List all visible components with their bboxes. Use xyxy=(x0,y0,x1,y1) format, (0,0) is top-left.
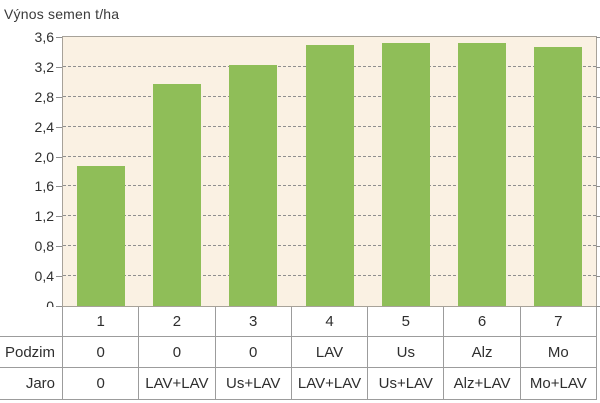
y-axis-label: 2,8 xyxy=(34,88,54,105)
right-axis-tick xyxy=(596,246,600,248)
table-cell: 0 xyxy=(63,368,140,400)
table-cell: 0 xyxy=(63,337,140,368)
table-cell: LAV+LAV xyxy=(139,368,216,400)
chart-title: Výnos semen t/ha xyxy=(4,6,120,22)
y-axis-label: 0,8 xyxy=(34,238,54,255)
y-axis-tick xyxy=(56,276,62,278)
table-cell: Us+LAV xyxy=(215,368,292,400)
table-cell: Us+LAV xyxy=(368,368,445,400)
table-cell: Us xyxy=(368,337,445,368)
table-corner-cell xyxy=(0,307,63,337)
table-col-header: 3 xyxy=(215,307,292,337)
table-row-label: Podzim xyxy=(0,337,63,368)
y-axis-tick xyxy=(56,96,62,98)
table-col-header: 6 xyxy=(444,307,521,337)
y-axis-label: 2,4 xyxy=(34,118,54,135)
y-axis-tick xyxy=(56,37,62,38)
right-axis-tick xyxy=(596,216,600,218)
y-axis-label: 0,4 xyxy=(34,268,54,285)
right-axis-tick xyxy=(596,186,600,188)
right-axis-tick xyxy=(596,156,600,158)
right-axis-tick xyxy=(596,66,600,68)
y-axis-tick xyxy=(56,246,62,248)
y-axis-label: 0 xyxy=(46,298,54,314)
right-axis-tick xyxy=(596,276,600,278)
table-cell: Mo+LAV xyxy=(520,368,597,400)
bar-1 xyxy=(77,166,126,306)
table-cell: Mo xyxy=(520,337,597,368)
y-axis-label: 3,2 xyxy=(34,58,54,75)
table-col-header: 1 xyxy=(63,307,140,337)
table-cell: LAV+LAV xyxy=(291,368,369,400)
table-col-header: 7 xyxy=(520,307,597,337)
table-cell: 0 xyxy=(215,337,292,368)
y-axis-tick xyxy=(56,186,62,188)
bar-7 xyxy=(533,47,582,306)
right-axis-tick xyxy=(596,37,600,38)
table-cell: LAV xyxy=(291,337,369,368)
right-axis-tick xyxy=(596,306,600,307)
bar-3 xyxy=(229,65,278,306)
y-axis-tick xyxy=(56,306,62,307)
y-axis-tick xyxy=(56,66,62,68)
bar-4 xyxy=(305,45,354,306)
right-axis-tick xyxy=(596,126,600,128)
table-col-header: 4 xyxy=(291,307,369,337)
bar-5 xyxy=(381,43,430,306)
table-cell: Alz+LAV xyxy=(444,368,521,400)
treatment-table: 1 2 3 4 5 6 7 Podzim 0 0 0 LAV Us Alz Mo Jaro 0 LAV+LAV Us… xyxy=(0,307,597,400)
y-axis-tick xyxy=(56,126,62,128)
y-axis-label: 1,6 xyxy=(34,178,54,195)
bar-2 xyxy=(153,84,202,306)
right-axis-tick xyxy=(596,96,600,98)
table-col-header: 2 xyxy=(139,307,216,337)
y-axis-label: 3,6 xyxy=(34,29,54,45)
table-cell: 0 xyxy=(139,337,216,368)
table-row-label: Jaro xyxy=(0,368,63,400)
table-cell: Alz xyxy=(444,337,521,368)
y-axis-tick xyxy=(56,216,62,218)
y-axis-tick xyxy=(56,156,62,158)
y-axis-label: 1,2 xyxy=(34,208,54,225)
table-col-header: 5 xyxy=(368,307,445,337)
plot-area xyxy=(62,36,597,307)
bar-6 xyxy=(457,43,506,306)
y-axis-label: 2,0 xyxy=(34,148,54,165)
